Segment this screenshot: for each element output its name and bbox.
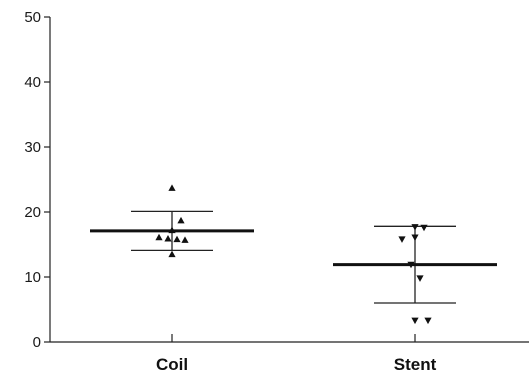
x-category-label: Stent bbox=[394, 355, 437, 374]
data-point bbox=[411, 224, 419, 231]
data-point bbox=[155, 233, 163, 241]
data-point bbox=[168, 184, 176, 191]
y-tick-label: 0 bbox=[33, 334, 41, 351]
data-point bbox=[411, 317, 419, 325]
y-tick-label: 10 bbox=[24, 269, 41, 286]
group-coil bbox=[90, 184, 254, 258]
data-point bbox=[398, 236, 406, 243]
y-tick-label: 40 bbox=[24, 74, 41, 91]
data-point bbox=[173, 235, 181, 243]
axes: 0 10 20 30 40 50 Coil Stent bbox=[24, 9, 529, 374]
data-point bbox=[424, 317, 432, 325]
data-point bbox=[416, 275, 424, 282]
data-point bbox=[164, 235, 172, 242]
group-stent bbox=[333, 224, 497, 325]
x-category-label: Coil bbox=[156, 355, 188, 374]
y-tick-label: 50 bbox=[24, 9, 41, 26]
y-tick-label: 30 bbox=[24, 139, 41, 156]
y-tick-label: 20 bbox=[24, 204, 41, 221]
marks bbox=[90, 184, 497, 325]
data-point bbox=[420, 224, 428, 232]
data-point bbox=[177, 216, 185, 224]
data-point bbox=[181, 236, 189, 243]
data-point bbox=[411, 234, 419, 241]
data-point bbox=[168, 250, 176, 258]
